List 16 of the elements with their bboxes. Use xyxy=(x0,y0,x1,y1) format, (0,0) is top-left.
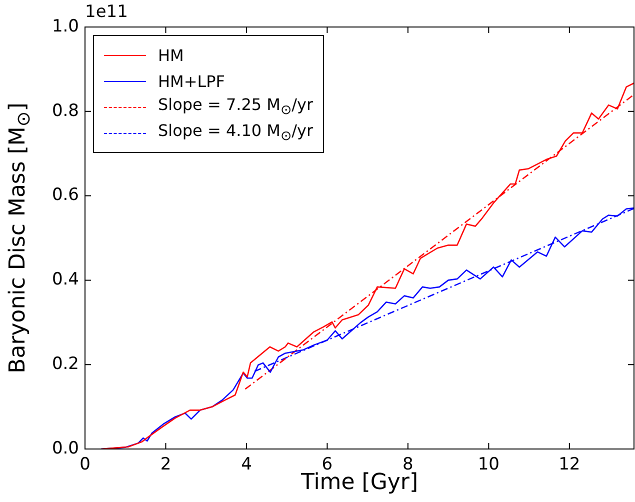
y-tick-label: 1.0 xyxy=(52,16,79,36)
y-tick-label: 0.6 xyxy=(52,185,79,206)
legend-label: HM+LPF xyxy=(158,72,226,90)
text: 1e11 xyxy=(85,2,128,22)
y-tick-label: 0.0 xyxy=(52,438,79,458)
y-tick-label: 0.2 xyxy=(52,354,79,374)
x-tick-label: 10 xyxy=(478,454,500,475)
legend-label: Slope = 4.10 M$_{⊙}$/yr xyxy=(158,121,314,145)
legend-label: HM xyxy=(158,46,184,64)
x-tick-label: 2 xyxy=(160,454,172,475)
y-tick-label: 0.4 xyxy=(52,270,79,290)
x-tick-label: 0 xyxy=(80,454,90,475)
x-tick-label: 12 xyxy=(558,454,580,475)
x-tick-label: 4 xyxy=(241,454,252,475)
y-tick-label: 0.8 xyxy=(52,100,79,121)
legend-label: Slope = 7.25 M$_{⊙}$/yr xyxy=(158,95,314,119)
